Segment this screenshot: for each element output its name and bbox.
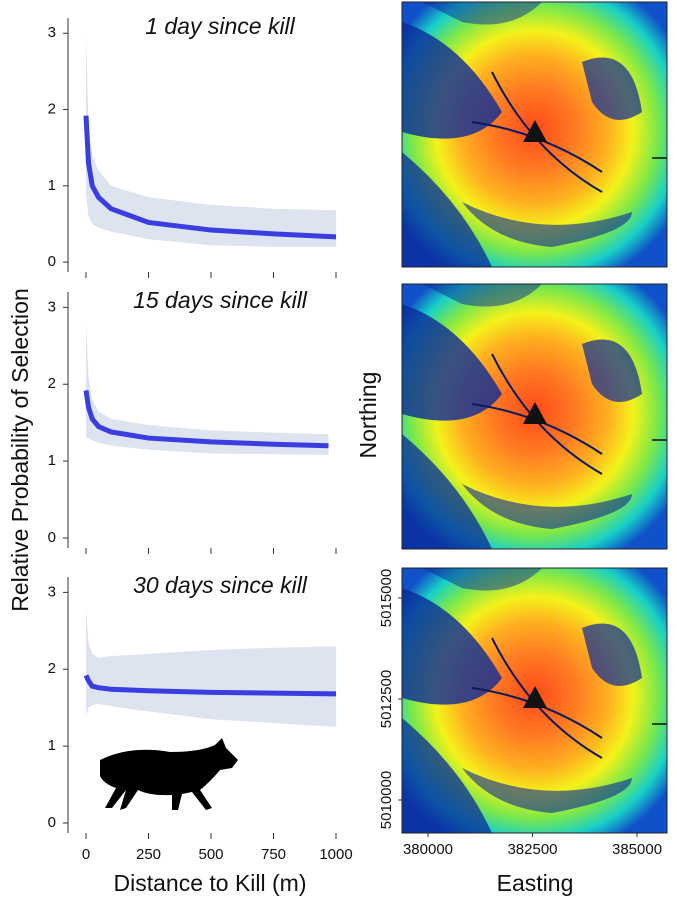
map-y-label: Northing	[355, 372, 381, 459]
y-tick-label: 0	[48, 253, 56, 270]
map-y-tick-label: 5015000	[378, 569, 395, 627]
y-tick-label: 3	[48, 24, 56, 41]
confidence-band	[86, 607, 336, 727]
chart-title: 1 day since kill	[145, 13, 295, 39]
x-axis-label: Distance to Kill (m)	[114, 870, 307, 896]
y-tick-label: 2	[48, 375, 56, 392]
confidence-band	[86, 322, 329, 455]
map-image	[401, 567, 668, 834]
y-tick-label: 0	[48, 814, 56, 831]
map-image	[401, 283, 668, 550]
map-x-label: Easting	[497, 870, 574, 896]
y-tick-label: 3	[48, 583, 56, 600]
y-tick-label: 1	[48, 177, 56, 194]
map-x-tick-label: 380000	[403, 841, 453, 858]
line	[83, 674, 337, 697]
x-tick-label: 1000	[319, 846, 352, 863]
map-image	[401, 1, 668, 268]
y-tick-label: 2	[48, 101, 56, 118]
y-tick-label: 2	[48, 660, 56, 677]
line	[83, 115, 337, 240]
map-y-tick-label: 5010000	[378, 771, 395, 829]
line	[83, 390, 329, 449]
x-tick-label: 500	[198, 846, 223, 863]
chart-title: 15 days since kill	[133, 287, 308, 313]
x-tick-label: 0	[82, 846, 90, 863]
x-tick-label: 250	[136, 846, 161, 863]
map-x-tick-label: 385000	[612, 841, 662, 858]
y-tick-label: 1	[48, 737, 56, 754]
y-tick-label: 0	[48, 529, 56, 546]
y-axis-label: Relative Probability of Selection	[7, 288, 33, 611]
y-tick-label: 1	[48, 452, 56, 469]
map-y-tick-label: 5012500	[378, 670, 395, 728]
chart-title: 30 days since kill	[133, 572, 308, 598]
confidence-band	[86, 33, 336, 247]
coyote-silhouette	[100, 738, 238, 810]
x-tick-label: 750	[261, 846, 286, 863]
map-x-tick-label: 382500	[507, 841, 557, 858]
y-tick-label: 3	[48, 298, 56, 315]
